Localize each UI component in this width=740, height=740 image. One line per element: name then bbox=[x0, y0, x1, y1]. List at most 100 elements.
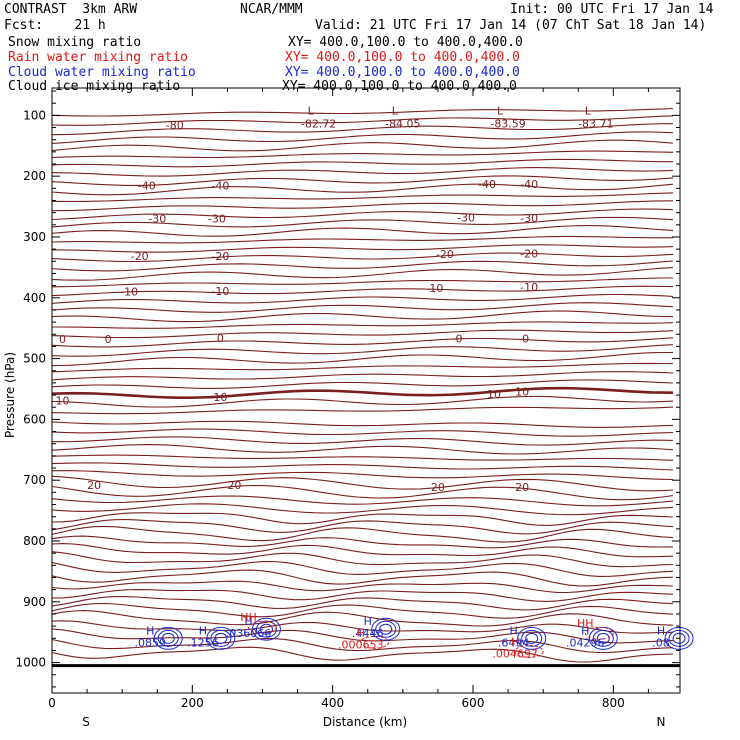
rain-contour bbox=[247, 620, 277, 634]
isotherm-line bbox=[51, 428, 674, 437]
isotherm-line bbox=[51, 131, 674, 144]
isotherm-line bbox=[51, 344, 674, 357]
isotherm-line bbox=[51, 252, 674, 263]
isotherm-line bbox=[51, 420, 674, 428]
cloud-water-contour bbox=[596, 632, 610, 644]
isotherm-line bbox=[52, 436, 674, 446]
rain-high-marker: H bbox=[357, 626, 365, 639]
legend-cloudwater-xy: XY= 400.0,100.0 to 400.0,400.0 bbox=[285, 65, 520, 80]
isotherm-label: 10 bbox=[515, 385, 529, 398]
isotherm-line bbox=[51, 107, 674, 117]
isotherm-label: 20 bbox=[431, 481, 445, 494]
isotherm-line bbox=[51, 351, 673, 367]
legend-rain-xy: XY= 400.0,100.0 to 400.0,400.0 bbox=[285, 50, 520, 65]
isotherm-contours bbox=[51, 107, 674, 663]
isotherm-line bbox=[51, 371, 674, 381]
y-tick-label: 1000 bbox=[15, 656, 46, 670]
isotherm-label: -30 bbox=[520, 212, 538, 225]
isotherm-label: -10 bbox=[211, 285, 229, 298]
cloud-water-contour bbox=[157, 629, 179, 647]
cloud-water-contour bbox=[371, 617, 401, 641]
cloud-water-contour bbox=[379, 623, 393, 635]
isotherm-label: -80 bbox=[166, 119, 184, 132]
rain-contour bbox=[584, 626, 614, 640]
cloud-water-contour bbox=[251, 617, 281, 641]
header-org: NCAR/MMM bbox=[240, 2, 303, 17]
low-center-value: -84.05 bbox=[385, 117, 420, 130]
isotherm-line bbox=[51, 535, 674, 549]
cloud-water-contour bbox=[375, 620, 397, 638]
isotherm-line bbox=[51, 551, 674, 568]
isotherm-label: 0 bbox=[105, 333, 112, 346]
isotherm-line bbox=[51, 495, 674, 507]
isotherm-line bbox=[51, 183, 674, 196]
isotherm-line bbox=[51, 475, 674, 492]
cloud-water-high-marker: H bbox=[364, 615, 372, 628]
isotherm-line bbox=[51, 329, 674, 339]
cloud-water-contour bbox=[206, 626, 236, 650]
cloud-water-contour bbox=[153, 626, 183, 650]
isotherm-label: 10 bbox=[487, 388, 501, 401]
isotherm-line bbox=[51, 569, 674, 587]
rain-high-marker: HH bbox=[240, 611, 257, 624]
rain-contour bbox=[514, 644, 544, 658]
header-valid: Valid: 21 UTC Fri 17 Jan 14 (07 ChT Sat … bbox=[315, 18, 707, 33]
isotherm-line bbox=[51, 543, 674, 558]
cloud-water-contour bbox=[668, 629, 690, 647]
cloud-water-high-marker: H bbox=[657, 624, 665, 637]
header-fcst: Fcst: 21 h bbox=[4, 18, 106, 33]
y-axis-label: Pressure (hPa) bbox=[3, 352, 17, 438]
isotherm-line bbox=[51, 260, 674, 272]
x-tick-label: 400 bbox=[321, 696, 344, 710]
y-tick-label: 900 bbox=[23, 595, 46, 609]
cloud-water-high-value: .036066 bbox=[226, 627, 272, 640]
isotherm-line bbox=[51, 362, 674, 373]
x-tick-label: 200 bbox=[181, 696, 204, 710]
isotherm-line bbox=[51, 503, 674, 516]
isotherm-label: 10 bbox=[56, 395, 70, 408]
isotherm-line bbox=[51, 158, 673, 168]
cloud-water-high-value: .4446 bbox=[352, 627, 384, 640]
cloud-water-contour bbox=[521, 629, 543, 647]
isotherm-label: -20 bbox=[436, 248, 454, 261]
x-tick-label: 0 bbox=[48, 696, 56, 710]
rain-contour bbox=[360, 635, 390, 649]
legend-snow-name: Snow mixing ratio bbox=[8, 35, 142, 50]
isotherm-label: 0 bbox=[217, 332, 224, 345]
isotherm-line bbox=[52, 321, 674, 329]
isotherm-line bbox=[51, 167, 674, 177]
isotherm-label: 0 bbox=[522, 333, 529, 346]
rain-high-marker: H bbox=[511, 635, 519, 648]
cloud-water-contour bbox=[214, 632, 228, 644]
isotherm-line bbox=[51, 518, 674, 535]
isotherm-label: -20 bbox=[520, 247, 538, 260]
y-tick-label: 600 bbox=[23, 412, 46, 426]
rain-high-marker: HH bbox=[577, 617, 594, 630]
y-tick-label: 400 bbox=[23, 291, 46, 305]
isotherm-line bbox=[51, 225, 674, 237]
isotherm-label: -30 bbox=[457, 212, 475, 225]
rain-high-value: .000653 bbox=[338, 638, 384, 651]
cloud-water-contour bbox=[517, 626, 547, 650]
isotherm-line bbox=[51, 589, 674, 602]
isotherm-line bbox=[51, 235, 673, 244]
legend-cloudice-name: Cloud ice mixing ratio bbox=[8, 79, 181, 94]
low-center-value: -82.72 bbox=[301, 117, 336, 130]
isotherm-line bbox=[51, 580, 674, 594]
x-tick-label: 800 bbox=[602, 696, 625, 710]
y-tick-label: 200 bbox=[23, 169, 46, 183]
header-model: CONTRAST 3km ARW bbox=[4, 2, 138, 17]
cloud-water-high-marker: H bbox=[244, 615, 252, 628]
isotherm-line bbox=[51, 244, 674, 253]
isotherm-label: -30 bbox=[148, 213, 166, 226]
isotherm-label: -40 bbox=[478, 178, 496, 191]
cloud-water-high-value: .08 bbox=[652, 636, 670, 649]
isotherm-line bbox=[51, 525, 674, 543]
isotherm-line bbox=[51, 310, 674, 323]
y-tick-label: 100 bbox=[23, 108, 46, 122]
cloud-water-high-value: .1256 bbox=[187, 636, 219, 649]
isotherm-line bbox=[51, 302, 674, 313]
isotherm-line bbox=[51, 638, 674, 654]
cloud-water-contour bbox=[672, 632, 686, 644]
cloud-water-high-marker: H bbox=[581, 624, 589, 637]
